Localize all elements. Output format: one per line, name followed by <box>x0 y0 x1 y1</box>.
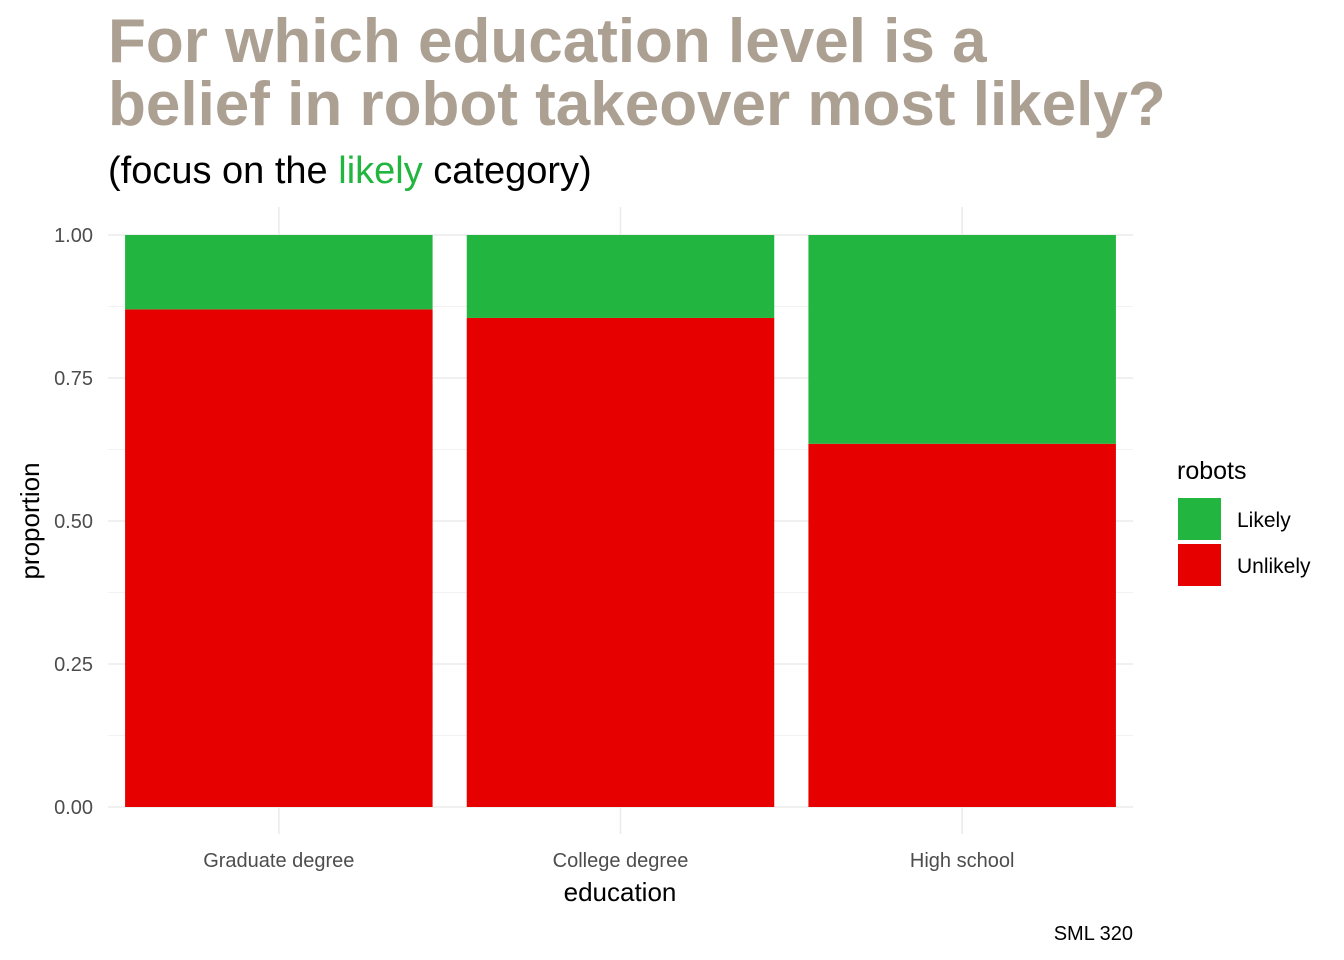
y-tick-label: 0.50 <box>54 511 93 533</box>
legend-swatch-unlikely <box>1178 544 1221 586</box>
y-tick-label: 1.00 <box>54 225 93 247</box>
y-tick-label: 0.00 <box>54 797 93 819</box>
caption: SML 320 <box>1054 923 1133 945</box>
bar-likely-college-degree <box>466 235 775 318</box>
bar-likely-high-school <box>808 235 1116 444</box>
bar-unlikely-high-school <box>808 443 1116 807</box>
x-axis-title: education <box>564 877 677 907</box>
legend-swatch-likely <box>1178 498 1221 540</box>
legend-label-likely: Likely <box>1237 509 1291 532</box>
chart-title-line-1: For which education level is a <box>108 7 987 76</box>
bars <box>125 235 1116 807</box>
bar-unlikely-graduate-degree <box>125 309 433 807</box>
subtitle-after: category) <box>423 150 592 192</box>
y-tick-label: 0.75 <box>54 368 93 390</box>
x-tick-label: Graduate degree <box>203 850 354 872</box>
y-tick-label: 0.25 <box>54 654 93 676</box>
x-axis-ticks: Graduate degree College degree High school <box>203 850 1014 872</box>
legend: robots Likely Unlikely <box>1177 457 1311 586</box>
subtitle-highlight: likely <box>338 150 422 192</box>
y-axis-title: proportion <box>15 462 45 579</box>
chart-subtitle: (focus on the likely category) <box>108 150 592 192</box>
subtitle-before: (focus on the <box>108 150 338 192</box>
x-tick-label: College degree <box>553 850 689 872</box>
y-axis-ticks: 0.00 0.25 0.50 0.75 1.00 <box>54 225 93 819</box>
legend-title: robots <box>1177 457 1246 485</box>
legend-label-unlikely: Unlikely <box>1237 555 1311 578</box>
chart-title-line-2: belief in robot takeover most likely? <box>108 70 1166 139</box>
bar-likely-graduate-degree <box>125 235 433 310</box>
bar-unlikely-college-degree <box>466 317 775 807</box>
x-tick-label: High school <box>910 850 1015 872</box>
